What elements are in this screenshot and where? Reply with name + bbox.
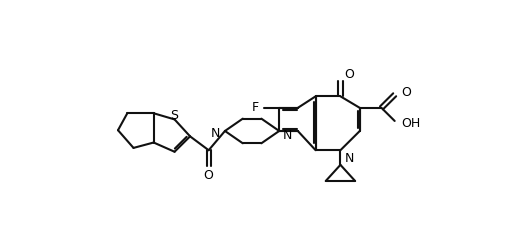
Text: O: O <box>400 86 410 99</box>
Text: F: F <box>251 101 259 114</box>
Text: O: O <box>344 68 353 81</box>
Text: S: S <box>170 109 178 122</box>
Text: N: N <box>211 127 220 140</box>
Text: O: O <box>203 169 213 182</box>
Text: N: N <box>344 152 353 165</box>
Text: OH: OH <box>400 117 419 130</box>
Text: N: N <box>282 129 291 142</box>
